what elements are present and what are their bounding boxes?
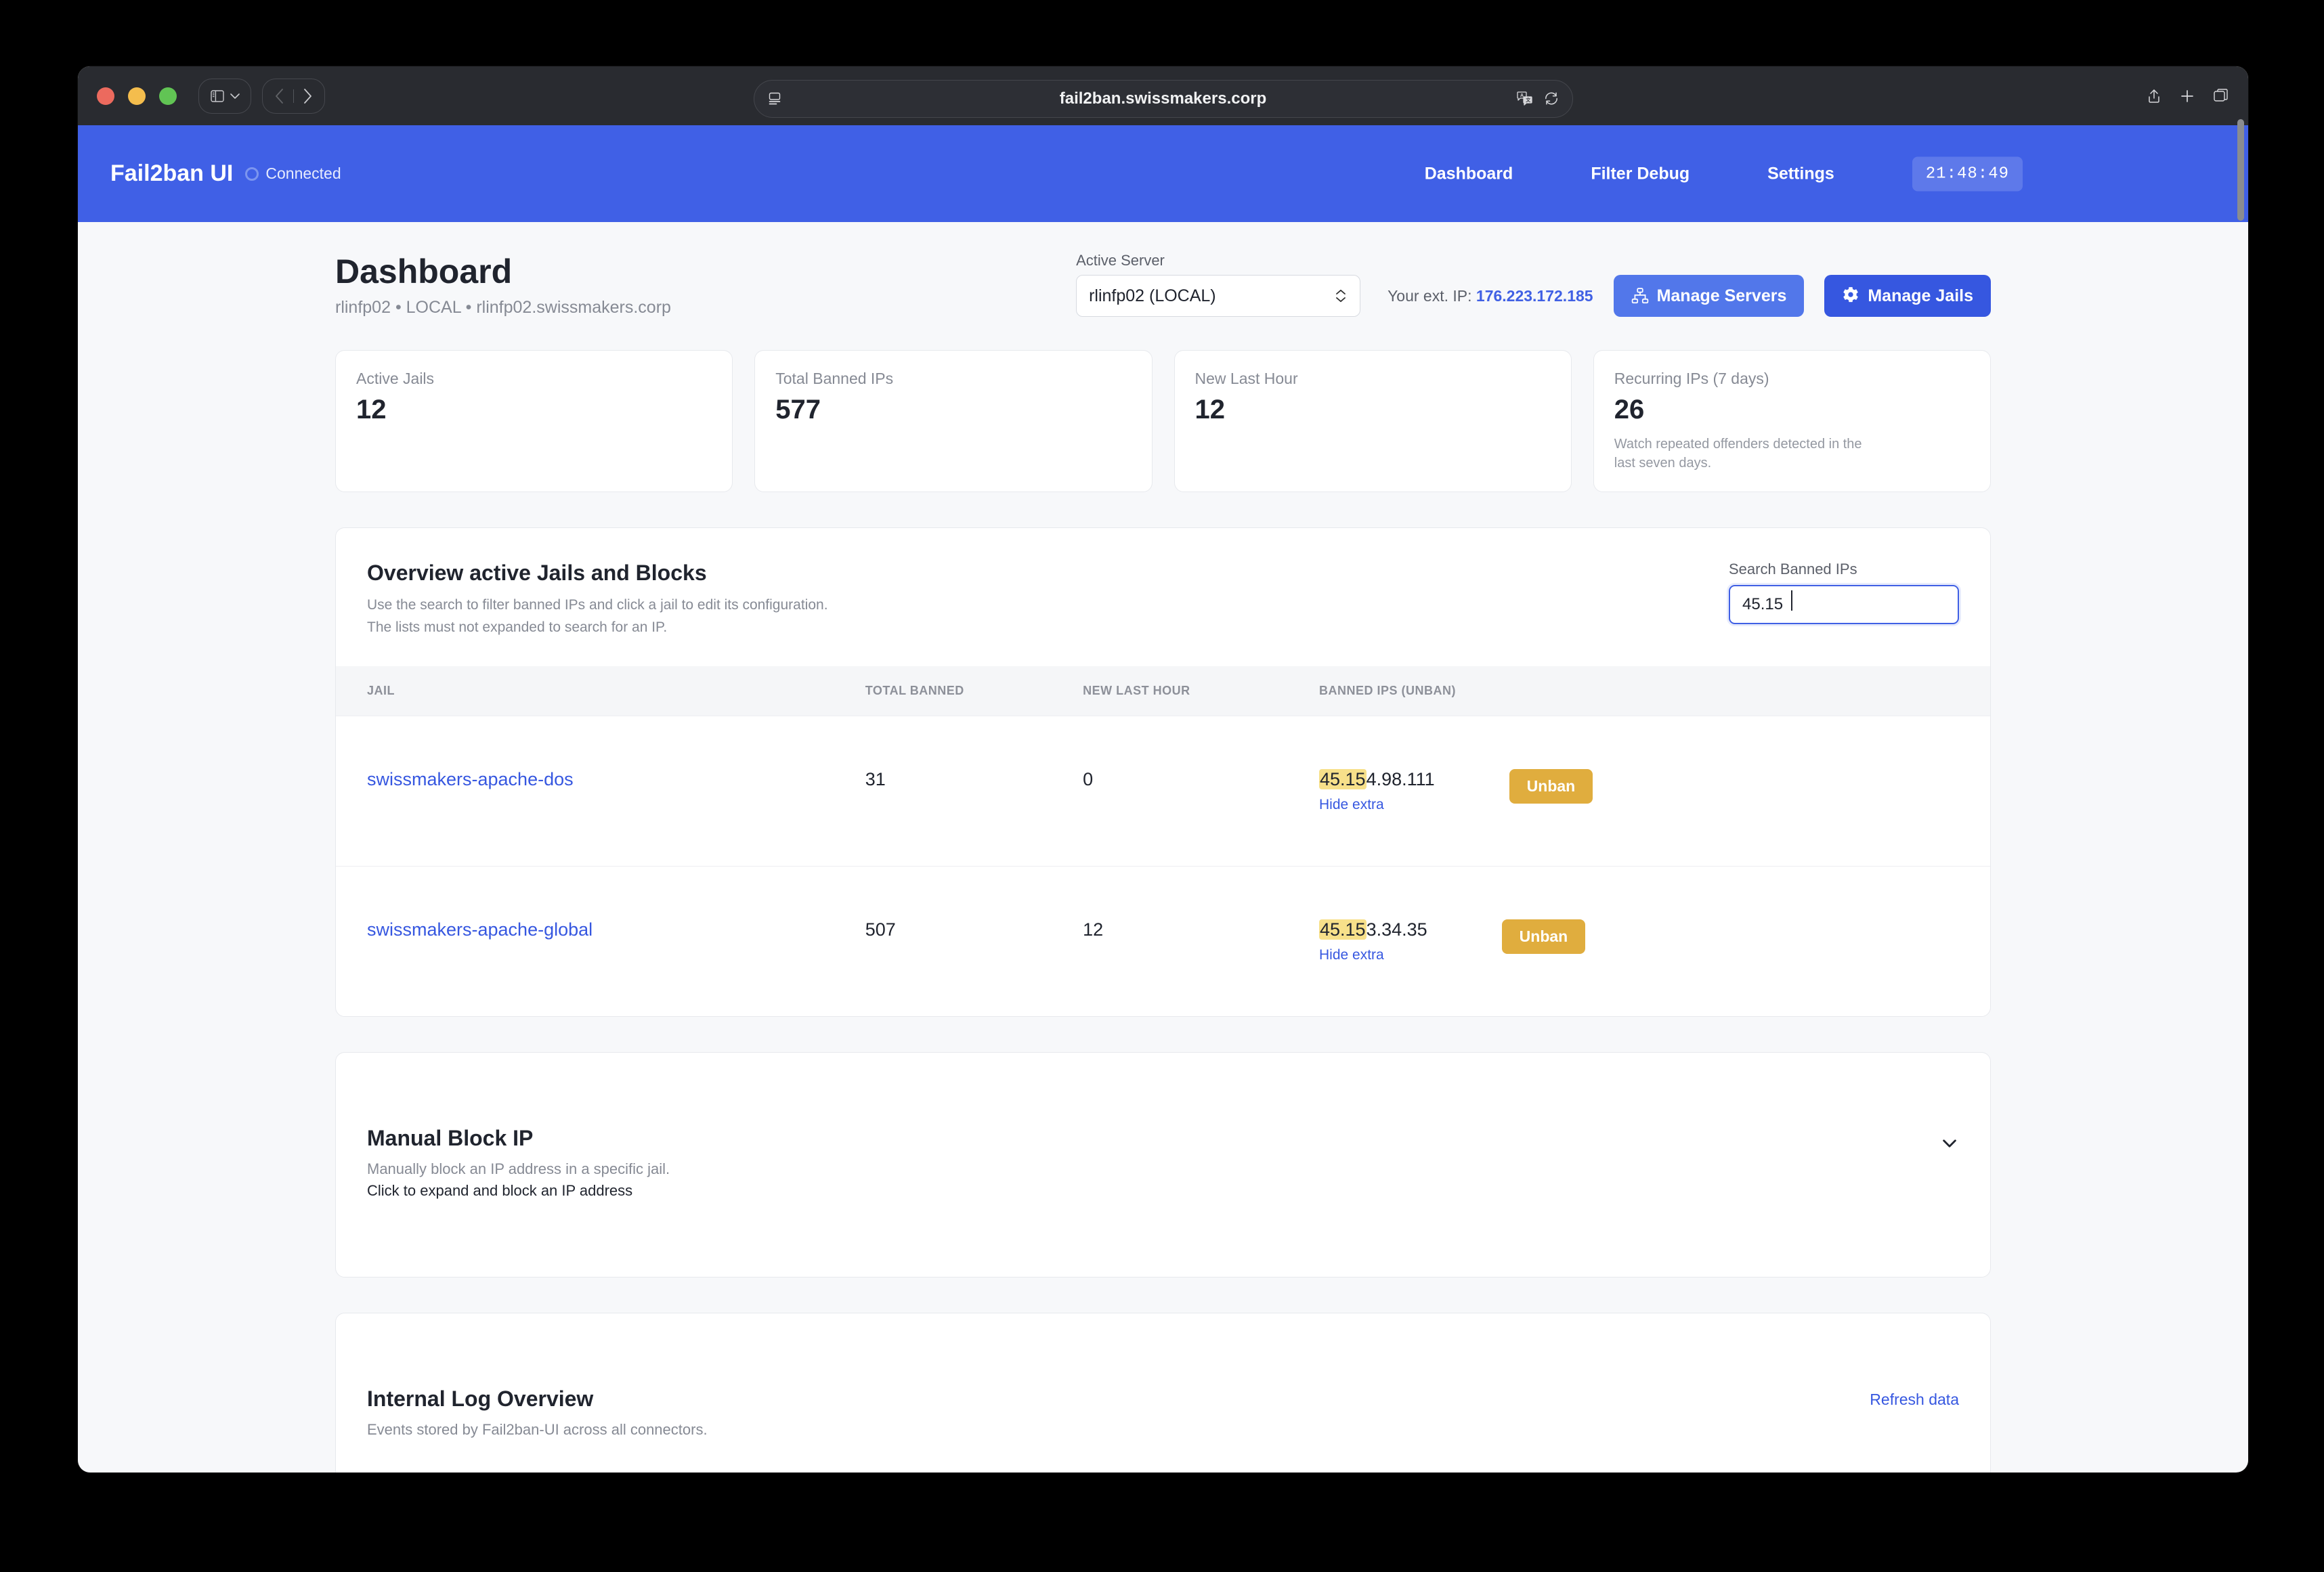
svg-text:文: 文 (1526, 97, 1531, 103)
svg-text:A: A (1520, 93, 1524, 98)
